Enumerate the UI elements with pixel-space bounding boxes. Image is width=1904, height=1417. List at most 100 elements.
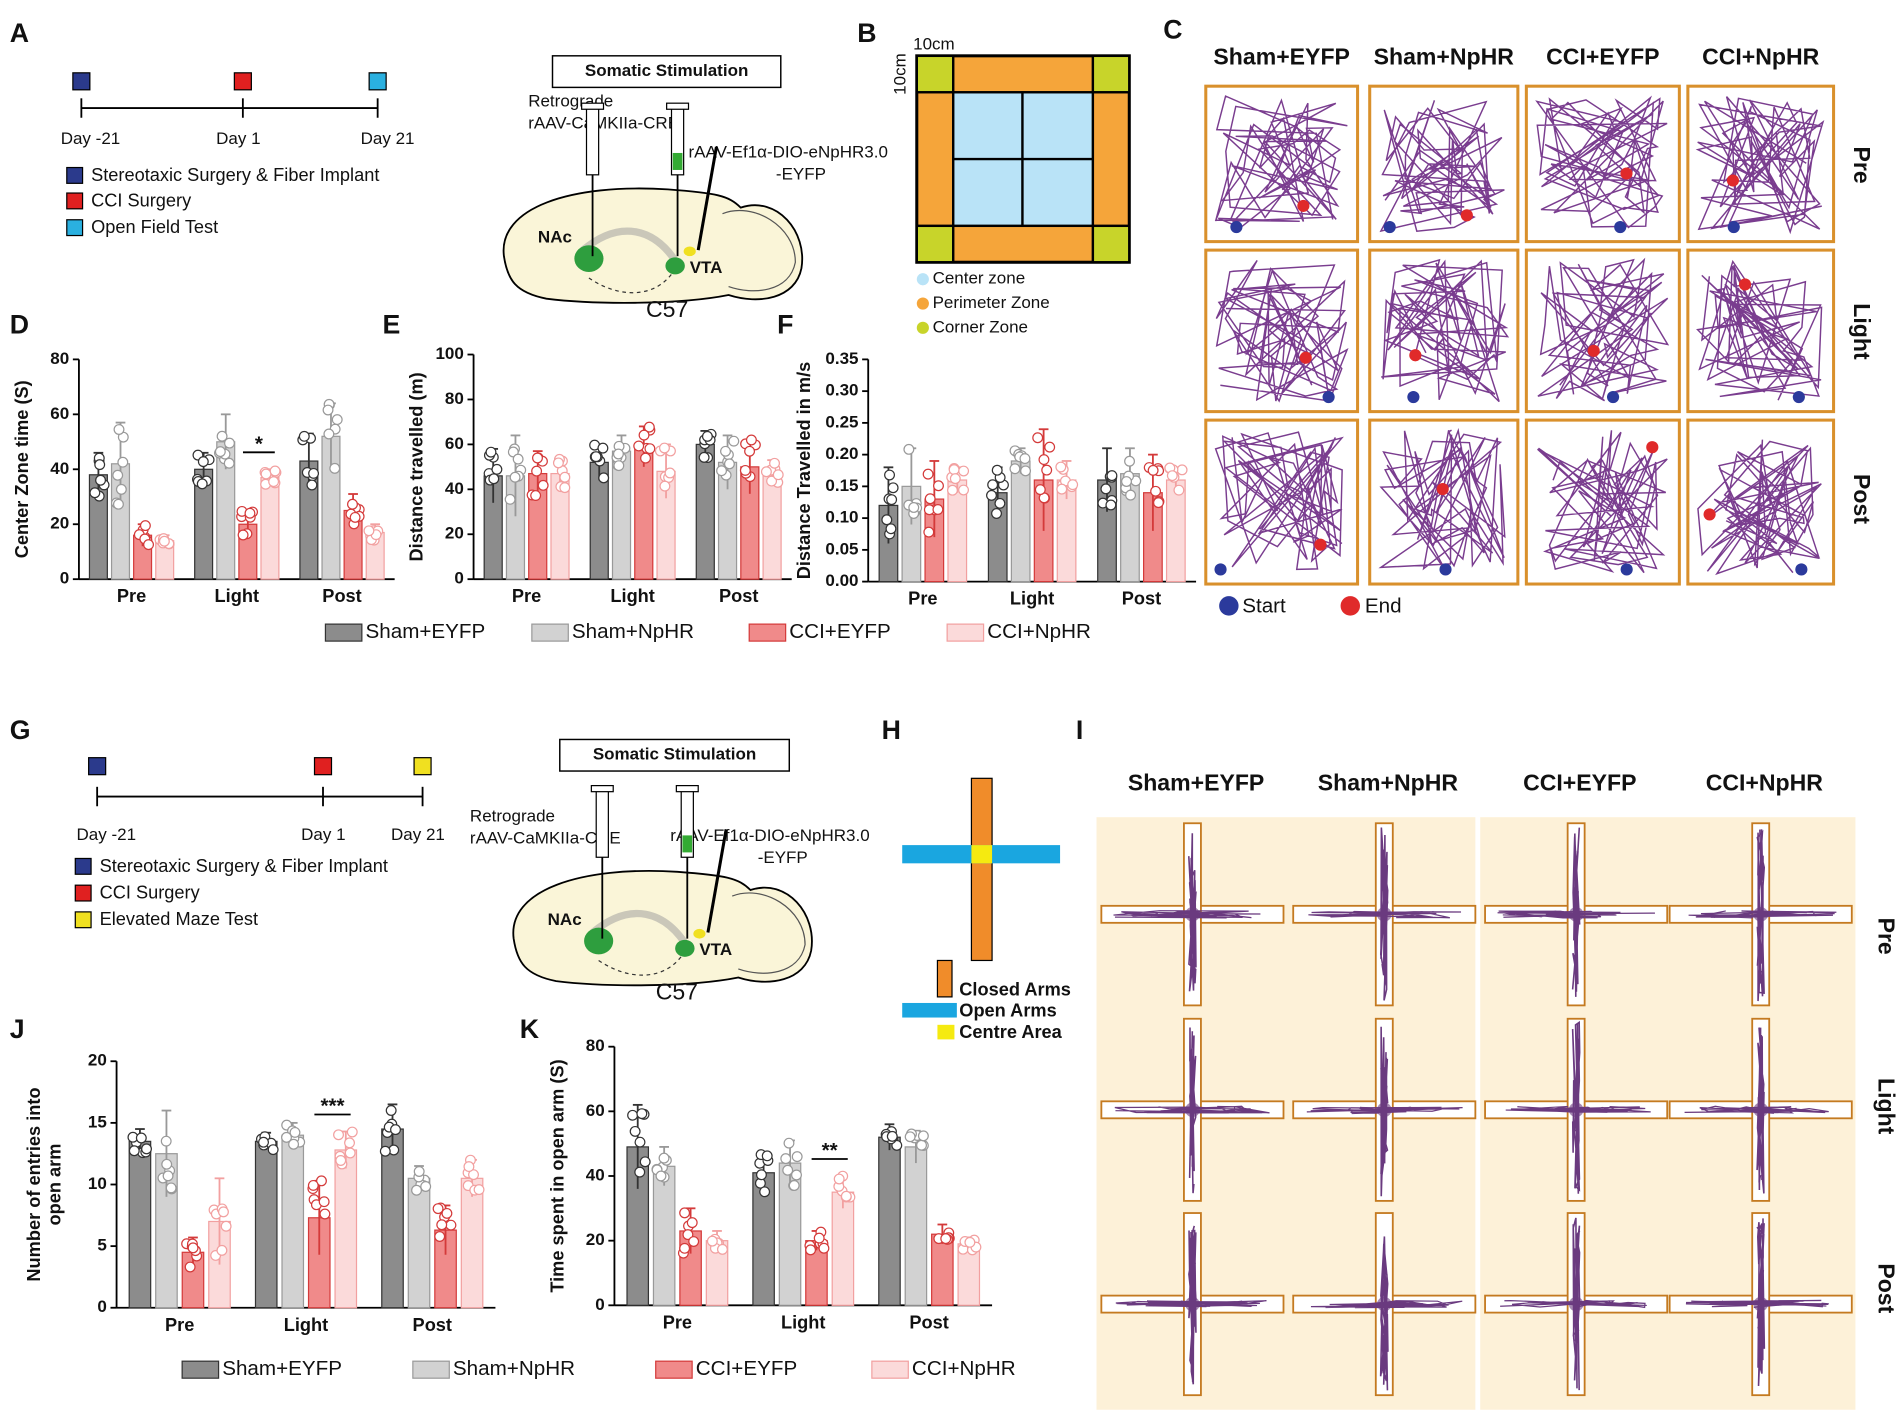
panel-label: A [10,18,29,48]
start-dot [1439,563,1452,576]
x-tick-label: Light [1010,589,1054,609]
dot [633,440,645,452]
dot [216,1244,228,1256]
x-tick-label: Light [284,1315,328,1335]
legend-swatch [74,857,92,875]
center-cluster [1753,907,1768,922]
dot [158,535,170,547]
dot [805,1244,817,1256]
dot [840,1190,852,1202]
legend-swatch [74,884,92,902]
x-tick-label: Post [719,586,758,606]
end-dot [1460,209,1473,222]
legend-label: Start [1242,595,1286,618]
legend-swatch [412,1360,450,1379]
dot [347,498,358,510]
end-dot [1299,351,1312,364]
center-cluster [1185,1296,1200,1312]
dot [686,1217,698,1229]
dot [590,451,602,463]
track [1537,430,1668,574]
dot [329,462,341,474]
bar: Sham+EYFP [878,1136,901,1306]
dot [269,465,281,477]
syringe [595,789,609,858]
center-cluster [1568,1296,1584,1312]
dot [991,464,1003,476]
track [1684,1105,1829,1114]
row-label: Post [1873,1263,1899,1313]
dot [597,442,609,454]
bar: Sham+NpHR [652,1165,676,1306]
dot [908,501,920,513]
group-header: Sham+NpHR [1374,43,1515,69]
legend-label: Perimeter Zone [933,293,1050,312]
dot [318,1196,330,1208]
dot [559,482,571,494]
dot [958,484,969,496]
dot [636,1108,648,1120]
legend-swatch [181,1360,220,1379]
center-cluster [1185,907,1200,922]
x-tick-label: Post [909,1312,948,1332]
dot [288,1138,300,1150]
track [1380,1026,1389,1197]
virus-label: Retrograde [470,807,555,826]
x-tick-label: Post [322,586,361,606]
dot [95,474,107,486]
dot [161,1158,173,1170]
legend-label: Elevated Maze Test [100,909,259,929]
bar: Sham+NpHR [281,1134,305,1309]
dot [886,494,898,506]
group-header: CCI+NpHR [1706,769,1824,795]
start-dot [1407,390,1420,404]
dot [903,443,915,455]
y-tick-label: 40 [445,479,464,498]
dot [682,1229,694,1241]
y-axis-label: Time spent in open arm (S) [547,1059,567,1292]
dot [224,437,235,449]
dot [948,464,960,476]
dot [634,1136,646,1148]
start-dot [1727,220,1740,234]
dot [612,448,624,460]
end-dot [1646,441,1659,454]
x-tick-label: Post [1122,589,1161,609]
dot [782,1164,794,1176]
timeline-marker [233,72,252,91]
end-dot [1726,174,1740,187]
dot [706,1235,718,1247]
legend-label: Corner Zone [933,317,1028,336]
end-dot [1587,344,1600,357]
panel-label: D [10,310,29,340]
bar: Sham+NpHR [1010,460,1031,583]
dot [411,1184,422,1196]
brain [502,102,804,304]
y-tick-label: 80 [445,389,464,408]
legend-label: Open Field Test [91,217,218,237]
dot [917,1130,929,1142]
dot [308,467,320,479]
virus-label: -EYFP [758,848,808,867]
dot [745,434,757,446]
bar: CCI+NpHR [460,1177,484,1309]
legend-label: Centre Area [959,1022,1062,1042]
dot [187,1242,199,1254]
region-label: NAc [538,227,572,246]
legend-swatch [66,192,84,210]
dot [744,445,756,457]
virus-fill [682,835,693,853]
dot [196,478,208,490]
syringe [585,107,600,176]
dot [323,428,335,440]
nac-blob [574,245,604,272]
dot [530,490,542,502]
dot [766,475,778,487]
track [1756,829,1766,1002]
group-header: CCI+EYFP [1523,769,1636,795]
dot [629,1125,641,1137]
dot [379,1145,391,1157]
dot [488,473,500,485]
y-tick-label: 0.25 [825,412,858,431]
day-label: Day 1 [216,129,260,148]
